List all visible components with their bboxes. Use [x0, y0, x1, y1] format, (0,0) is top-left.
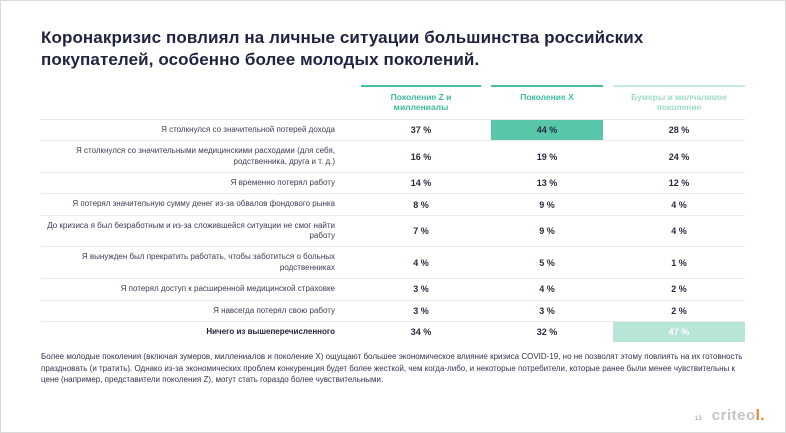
page-number: 13 [694, 415, 702, 422]
table-row: Я вынужден был прекратить работать, чтоб… [41, 247, 745, 280]
value-cell: 9 % [539, 226, 555, 237]
row-label: Я навсегда потерял свою работу [213, 305, 335, 315]
value-cell: 13 % [536, 178, 558, 189]
page-footer: 13 criteol. [695, 407, 765, 424]
value-cell: 9 % [539, 199, 555, 210]
value-cell: 1 % [671, 257, 687, 268]
table-row: Я столкнулся со значительной потерей дох… [41, 119, 745, 142]
criteo-logo-accent: l. [755, 407, 765, 424]
row-label: Я потерял значительную сумму денег из-за… [72, 199, 335, 209]
value-cell: 47 % [613, 322, 745, 343]
row-label: Я столкнулся со значительными медицински… [76, 146, 335, 166]
results-table: Поколение Z и миллениалы Поколение X Бум… [41, 84, 745, 343]
row-label: Я временно потерял работу [230, 177, 335, 187]
value-cell: 19 % [536, 151, 558, 162]
value-cell: 4 % [413, 257, 429, 268]
footnote-text: Более молодые поколения (включая зумеров… [41, 352, 743, 384]
value-cell: 24 % [668, 151, 690, 162]
value-cell: 3 % [539, 305, 555, 316]
table-body: Я столкнулся со значительной потерей дох… [41, 119, 745, 343]
row-label: Я потерял доступ к расширенной медицинск… [120, 284, 335, 294]
value-cell: 3 % [413, 284, 429, 295]
value-cell: 3 % [413, 305, 429, 316]
value-cell: 4 % [671, 199, 687, 210]
value-cell: 16 % [410, 151, 432, 162]
table-header-row: Поколение Z и миллениалы Поколение X Бум… [41, 84, 745, 120]
criteo-logo: criteol. [712, 407, 765, 424]
value-cell: 37 % [410, 124, 432, 135]
table-row: До кризиса я был безработным и из-за сло… [41, 216, 745, 248]
value-cell: 44 % [491, 119, 603, 141]
row-label: Ничего из вышеперечисленного [206, 327, 335, 337]
column-header-genz-millennials: Поколение Z и миллениалы [361, 84, 481, 119]
table-row: Ничего из вышеперечисленного 34 % 32 % 47 % [41, 322, 745, 343]
value-cell: 14 % [410, 178, 432, 189]
value-cell: 4 % [539, 284, 555, 295]
criteo-logo-text: criteo [711, 407, 756, 424]
table-row: Я потерял доступ к расширенной медицинск… [41, 279, 745, 301]
table-row: Я навсегда потерял свою работу 3 % 3 % 2 % [41, 301, 745, 323]
header-spacer [41, 85, 351, 119]
table-row: Я столкнулся со значительными медицински… [41, 141, 745, 173]
value-cell: 2 % [671, 305, 687, 316]
row-label: Я столкнулся со значительной потерей дох… [161, 124, 335, 134]
value-cell: 8 % [413, 199, 429, 210]
page-title: Коронакризис повлиял на личные ситуации … [41, 28, 644, 69]
row-label: До кризиса я был безработным и из-за сло… [47, 220, 335, 241]
value-cell: 4 % [671, 226, 687, 237]
value-cell: 32 % [536, 327, 558, 338]
column-header-boomers-silent: Бумеры и молчаливое поколение [613, 84, 745, 119]
value-cell: 5 % [539, 257, 555, 268]
column-header-genx: Поколение X [491, 84, 603, 119]
table-row: Я потерял значительную сумму денег из-за… [41, 194, 745, 216]
value-cell: 7 % [413, 226, 429, 237]
value-cell: 2 % [671, 284, 687, 295]
table-row: Я временно потерял работу 14 % 13 % 12 % [41, 173, 745, 195]
value-cell: 34 % [410, 327, 432, 338]
row-label: Я вынужден был прекратить работать, чтоб… [81, 252, 335, 272]
value-cell: 28 % [668, 124, 690, 135]
value-cell: 12 % [668, 178, 690, 189]
